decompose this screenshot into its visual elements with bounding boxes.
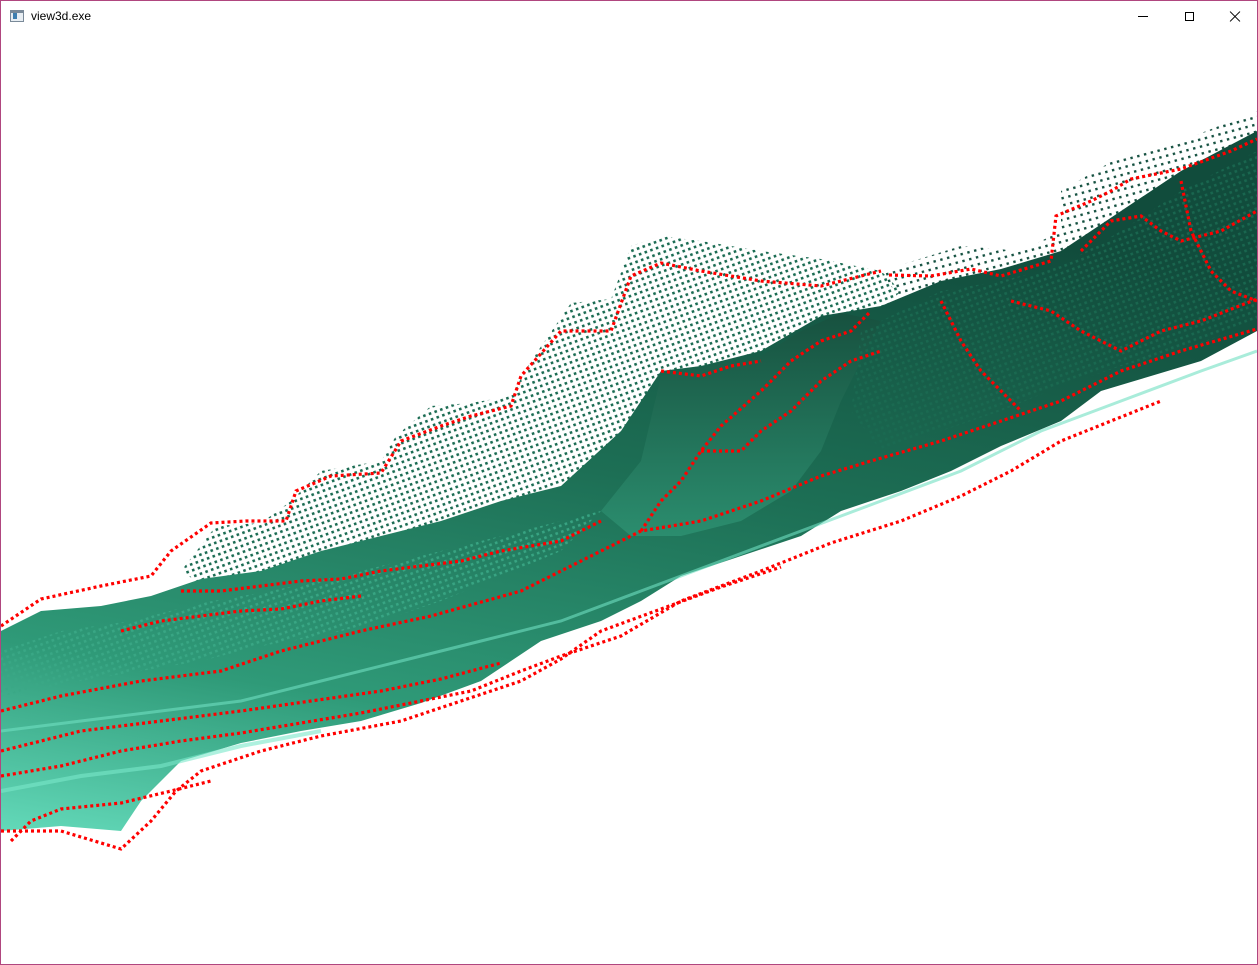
- minimize-button[interactable]: [1120, 1, 1166, 31]
- minimize-icon: [1138, 15, 1148, 17]
- terrain-render: [1, 111, 1257, 851]
- close-icon: [1229, 10, 1241, 22]
- 3d-viewport[interactable]: [1, 31, 1257, 964]
- close-button[interactable]: [1212, 1, 1257, 31]
- terrain-surface: [1, 131, 1257, 831]
- application-icon[interactable]: [10, 10, 24, 22]
- maximize-button[interactable]: [1166, 1, 1212, 31]
- contour-lines: [1, 137, 1257, 851]
- window-title: view3d.exe: [31, 9, 92, 23]
- maximize-icon: [1184, 11, 1194, 21]
- title-bar[interactable]: view3d.exe: [1, 1, 1257, 31]
